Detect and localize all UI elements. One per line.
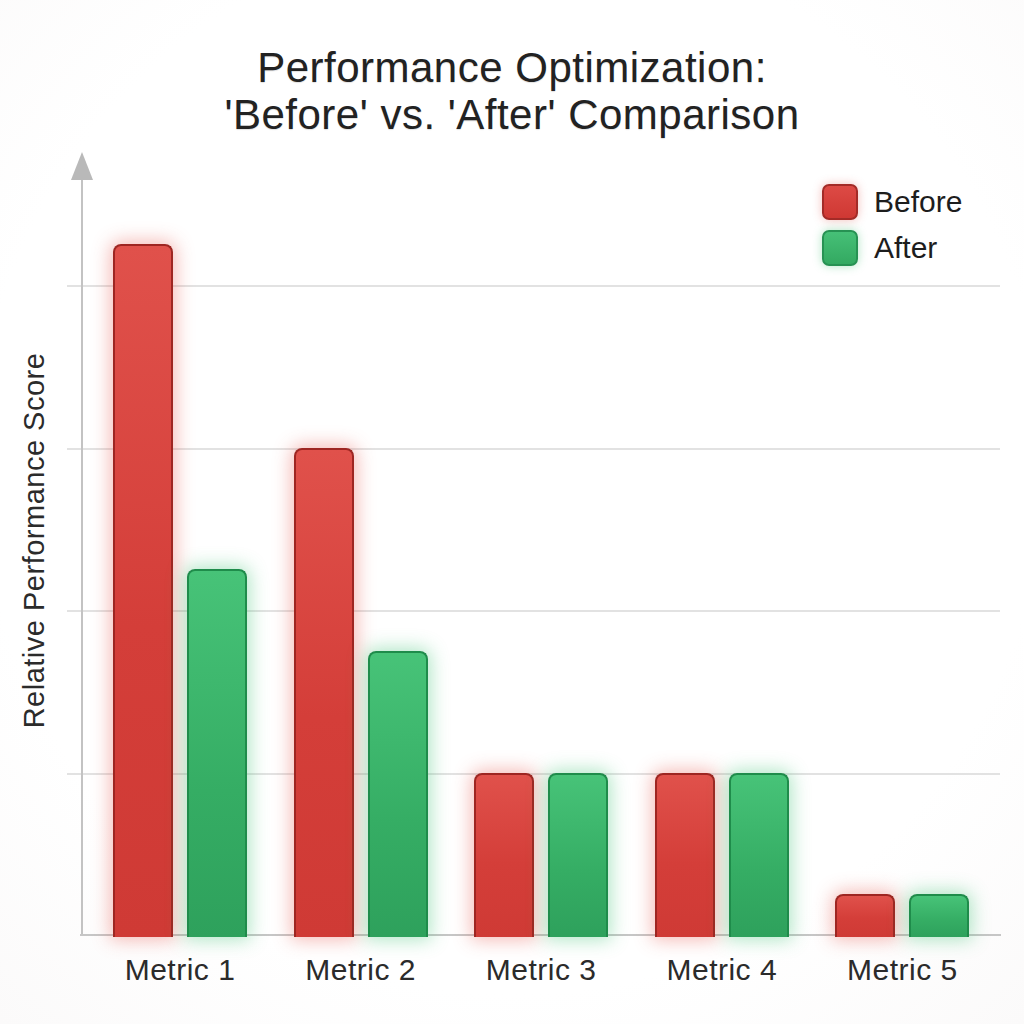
y-axis-line [81, 176, 83, 935]
chart-canvas: Performance Optimization: 'Before' vs. '… [0, 0, 1024, 1024]
bar-before-metric-4 [655, 773, 715, 938]
legend-swatch-after [822, 230, 858, 266]
bar-before-metric-1 [113, 244, 173, 937]
x-label-metric-1: Metric 1 [100, 953, 260, 987]
bar-before-metric-2 [294, 448, 354, 938]
bar-before-metric-3 [474, 773, 534, 938]
y-axis-label: Relative Performance Score [18, 281, 51, 801]
bar-after-metric-3 [548, 773, 608, 938]
x-label-metric-4: Metric 4 [642, 953, 802, 987]
bar-after-metric-2 [368, 651, 428, 937]
bar-after-metric-4 [729, 773, 789, 938]
legend: Before After [822, 185, 962, 277]
chart-title: Performance Optimization: 'Before' vs. '… [0, 44, 1024, 138]
y-axis-arrow-icon [71, 152, 93, 180]
chart-title-line1: Performance Optimization: [0, 44, 1024, 91]
legend-swatch-before [822, 184, 858, 220]
legend-item-after: After [822, 231, 962, 265]
bar-before-metric-5 [835, 894, 895, 937]
legend-label-before: Before [874, 185, 962, 219]
x-label-metric-3: Metric 3 [461, 953, 621, 987]
legend-item-before: Before [822, 185, 962, 219]
gridline-80 [67, 285, 1000, 287]
bar-after-metric-5 [909, 894, 969, 937]
bar-after-metric-1 [187, 569, 247, 937]
x-label-metric-5: Metric 5 [822, 953, 982, 987]
x-label-metric-2: Metric 2 [281, 953, 441, 987]
gridline-60 [67, 448, 1000, 450]
chart-title-line2: 'Before' vs. 'After' Comparison [0, 91, 1024, 138]
legend-label-after: After [874, 231, 937, 265]
